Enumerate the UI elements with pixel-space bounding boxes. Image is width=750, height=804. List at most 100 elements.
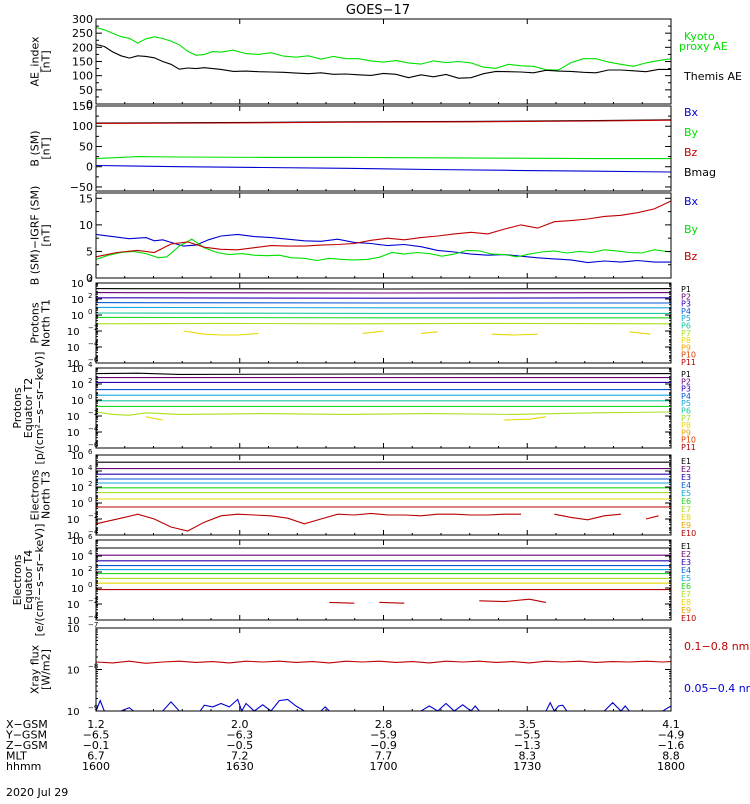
- y-tick-exponent-en: 2: [88, 480, 92, 488]
- y-tick-label-pn: 10: [71, 279, 84, 290]
- x-axis-row-label: hhmm: [6, 760, 41, 773]
- series-line-en-9-seg0: [96, 513, 521, 531]
- legend-label-xray: 0.05−0.4 nm: [684, 682, 750, 695]
- y-tick-label-en: 10: [67, 515, 80, 526]
- x-axis-cell: 1600: [82, 760, 110, 773]
- y-axis-label-ee: [e/(cm²−s−sr−keV)]: [33, 524, 46, 637]
- y-tick-exponent-en: 6: [88, 448, 93, 456]
- series-line-ee-9-seg0: [329, 602, 354, 603]
- series-line-en-9-seg2: [646, 516, 659, 519]
- x-axis-cell: 1700: [370, 760, 398, 773]
- legend-label-bdiff: By: [684, 223, 699, 236]
- y-axis-label-bdiff: [nT]: [40, 224, 53, 246]
- panel-frame-pe: [96, 368, 671, 448]
- y-tick-label-pn: 10: [71, 311, 84, 322]
- legend-label-bdiff: Bz: [684, 250, 698, 263]
- y-tick-label-ae: 250: [72, 27, 93, 40]
- y-tick-exponent-pe: 2: [88, 377, 92, 385]
- y-axis-label-en: North T3: [40, 471, 53, 519]
- y-tick-label-ee: 10: [67, 600, 80, 611]
- panels-group: 050100150200250300AE_index[nT]Kyotoproxy…: [11, 13, 750, 718]
- legend-label-bsm: Bz: [684, 146, 698, 159]
- y-tick-label-xray: 10: [67, 707, 80, 718]
- y-tick-label-bdiff: 5: [86, 245, 93, 258]
- y-tick-label-xray: 10: [67, 624, 80, 635]
- y-tick-label-bsm: 150: [72, 100, 93, 113]
- legend-label-en: E10: [681, 529, 696, 538]
- y-tick-label-pe: 10: [67, 428, 80, 439]
- panel-frame-xray: [96, 628, 671, 711]
- series-line-bsm-2: [96, 157, 671, 159]
- series-line-pn-8-seg1: [363, 331, 384, 333]
- y-tick-label-en: 10: [71, 483, 84, 494]
- series-line-ae-0: [96, 28, 671, 71]
- panel-frame-ee: [96, 540, 671, 620]
- x-axis-cell: 1630: [226, 760, 254, 773]
- panel-frame-bsm: [96, 106, 671, 191]
- series-line-pe-0: [96, 373, 671, 374]
- y-tick-exponent-ee: 2: [88, 565, 92, 573]
- y-tick-label-bsm: 100: [72, 120, 93, 133]
- y-tick-label-en: 10: [71, 467, 84, 478]
- y-tick-label-pn: 10: [67, 327, 80, 338]
- x-axis-table: X−GSMY−GSMZ−GSMMLThhmm1.2−6.5−0.16.71600…: [5, 718, 685, 773]
- y-tick-label-ee: 10: [71, 584, 84, 595]
- y-tick-label-en: 10: [71, 451, 84, 462]
- panel-frame-en: [96, 455, 671, 535]
- y-tick-label-ae: 150: [72, 56, 93, 69]
- y-tick-label-bsm: 50: [79, 140, 93, 153]
- y-tick-exponent-xray: −8: [88, 663, 98, 671]
- y-tick-label-pn: 10: [71, 295, 84, 306]
- legend-label-ee: E10: [681, 614, 696, 623]
- y-tick-exponent-pn: 4: [88, 276, 93, 284]
- y-tick-label-en: 10: [71, 499, 84, 510]
- y-tick-label-bdiff: 10: [79, 219, 93, 232]
- y-tick-label-bdiff: 15: [79, 192, 93, 205]
- series-line-ee-9-seg2: [479, 599, 546, 602]
- series-line-ee-9-seg1: [379, 602, 404, 603]
- legend-label-bdiff: Bx: [684, 195, 699, 208]
- legend-label-bsm: Bmag: [684, 166, 716, 179]
- legend-label-xray: 0.1−0.8 nm: [684, 640, 749, 653]
- date-label: 2020 Jul 29: [6, 786, 68, 799]
- y-tick-exponent-pe: 0: [88, 393, 92, 401]
- y-tick-label-ee: 10: [71, 568, 84, 579]
- y-tick-exponent-xray: −7: [88, 621, 98, 629]
- plot-title: GOES−17: [346, 3, 410, 18]
- y-tick-exponent-xray: −9: [88, 704, 98, 712]
- y-tick-label-ae: 100: [72, 70, 93, 83]
- series-line-bdiff-2: [96, 201, 671, 257]
- y-axis-label-bsm: [nT]: [40, 137, 53, 159]
- y-tick-label-pe: 10: [67, 412, 80, 423]
- y-axis-label-pn: North T1: [40, 299, 53, 347]
- y-tick-exponent-pe: 4: [88, 361, 93, 369]
- legend-label-bsm: Bx: [684, 106, 699, 119]
- panel-frame-ae: [96, 19, 671, 104]
- legend-label-pn: P11: [681, 358, 696, 367]
- y-tick-exponent-en: 4: [88, 464, 93, 472]
- series-line-bsm-1: [96, 120, 671, 123]
- y-axis-label-ae: [nT]: [40, 50, 53, 72]
- y-tick-exponent-ee: 4: [88, 549, 93, 557]
- y-tick-label-ae: 50: [79, 84, 93, 97]
- y-tick-label-ae: 200: [72, 41, 93, 54]
- y-axis-label-xray: [W/m2]: [40, 649, 53, 690]
- y-tick-label-ee: 10: [71, 536, 84, 547]
- series-line-pn-8-seg2: [421, 332, 438, 334]
- y-tick-label-ee: 10: [71, 552, 84, 563]
- x-axis-cell: 1730: [513, 760, 541, 773]
- y-axis-label-pe: [p/(cm²−s−sr−keV)]: [33, 352, 46, 465]
- y-tick-label-pe: 10: [71, 364, 84, 375]
- series-line-ae-1: [96, 45, 671, 79]
- series-line-en-9-seg1: [554, 514, 621, 520]
- series-line-pe-7: [96, 412, 671, 415]
- panel-frame-bdiff: [96, 193, 671, 278]
